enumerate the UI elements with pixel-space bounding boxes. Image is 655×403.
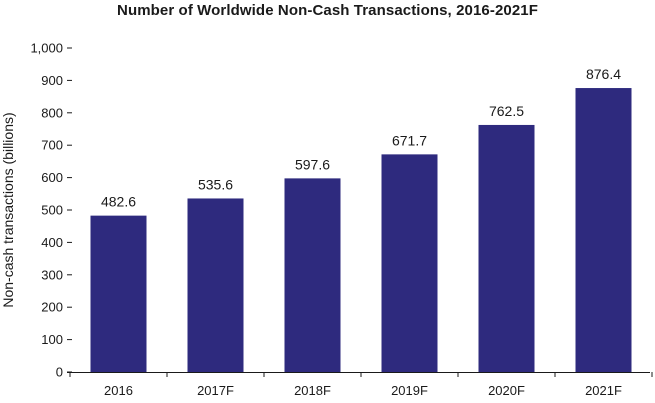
bars (90, 88, 632, 373)
bar-value-label: 762.5 (489, 103, 524, 119)
x-axis-ticks: 2016 2017F 2018F 2019F 2020F 2021F (69, 372, 653, 398)
x-tick-label: 2020F (488, 383, 525, 398)
y-tick-label: 100 (41, 332, 63, 347)
bar (381, 154, 438, 372)
y-tick-label: 700 (41, 138, 63, 153)
x-tick-label: 2021F (585, 383, 622, 398)
bar (90, 215, 147, 372)
x-tick-label: 2019F (391, 383, 428, 398)
bar-value-label: 597.6 (295, 156, 330, 172)
y-tick-label: 200 (41, 300, 63, 315)
x-tick-label: 2018F (294, 383, 331, 398)
bar-value-label: 482.6 (101, 194, 136, 210)
chart-title: Number of Worldwide Non-Cash Transaction… (117, 2, 538, 19)
y-tick-label: 400 (41, 235, 63, 250)
y-tick-label: 600 (41, 170, 63, 185)
y-tick-label: 800 (41, 105, 63, 120)
y-axis-ticks: 0 100 200 300 400 500 600 700 800 900 1,000 (30, 41, 72, 380)
bar (284, 178, 341, 372)
y-axis-title-group: Non-cash transactions (billions) (0, 112, 16, 307)
bar (187, 198, 244, 372)
y-tick-label: 1,000 (30, 41, 63, 56)
y-tick-label: 900 (41, 73, 63, 88)
y-axis-title: Non-cash transactions (billions) (0, 112, 16, 307)
data-labels: 482.6 535.6 597.6 671.7 762.5 876.4 (101, 66, 621, 210)
bar (478, 124, 535, 372)
bar (575, 88, 632, 373)
y-tick-label: 300 (41, 267, 63, 282)
x-tick-label: 2017F (197, 383, 234, 398)
y-tick-label: 500 (41, 203, 63, 218)
bar-value-label: 535.6 (198, 176, 233, 192)
bar-value-label: 876.4 (586, 66, 621, 82)
bar-value-label: 671.7 (392, 132, 427, 148)
x-tick-label: 2016 (104, 383, 133, 398)
y-tick-label: 0 (56, 365, 63, 380)
